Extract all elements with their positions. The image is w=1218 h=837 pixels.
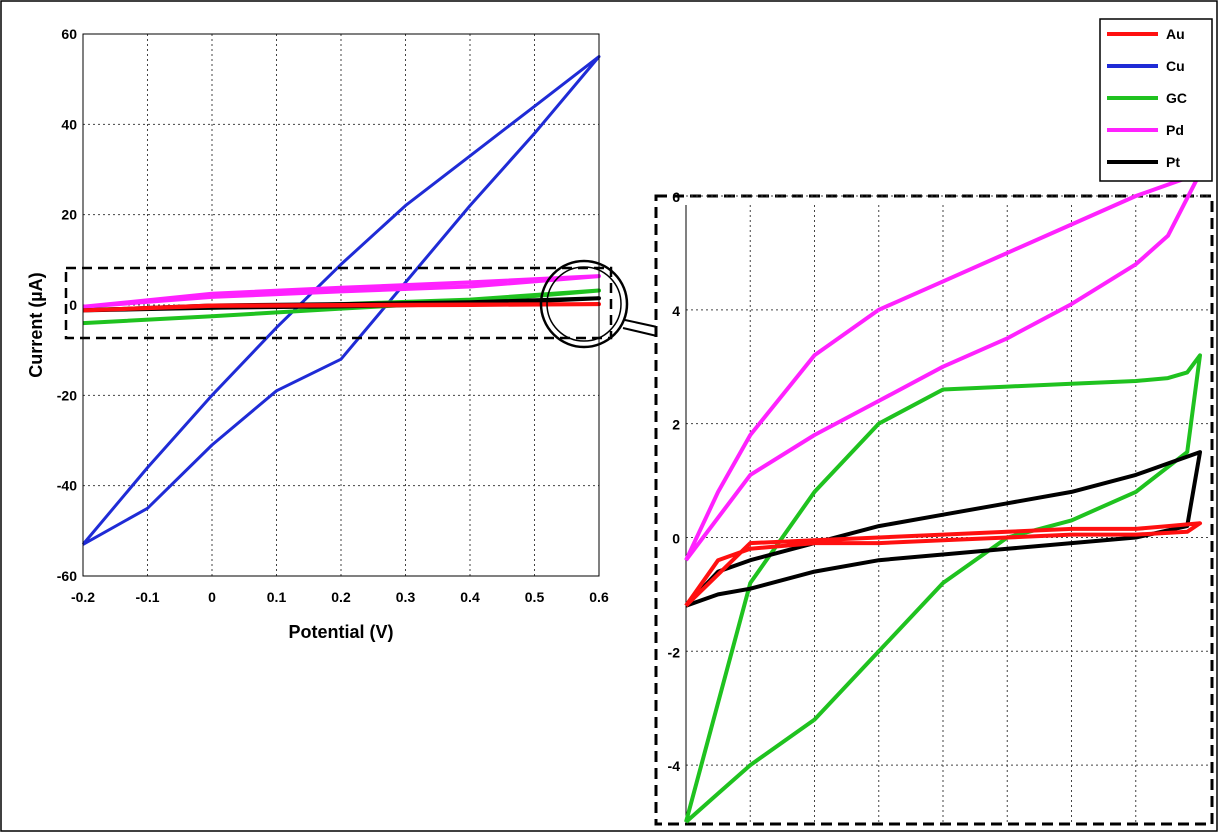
inset-y-tick-label: 4 bbox=[672, 303, 680, 319]
legend-label-au: Au bbox=[1166, 26, 1185, 42]
main-y-tick-label: -20 bbox=[57, 387, 77, 403]
legend-label-gc: GC bbox=[1166, 90, 1187, 106]
main-x-tick-label: 0.2 bbox=[331, 589, 351, 605]
legend-label-cu: Cu bbox=[1166, 58, 1185, 74]
inset-series-au bbox=[684, 521, 1202, 608]
main-gridlines bbox=[83, 34, 599, 576]
zoom-region-box bbox=[64, 266, 613, 340]
main-y-tick-label: 20 bbox=[61, 207, 77, 223]
main-y-tick-label: -60 bbox=[57, 568, 77, 584]
main-x-tick-label: 0.4 bbox=[460, 589, 480, 605]
inset-y-tick-label: 0 bbox=[672, 530, 680, 546]
main-x-tick-label: 0.1 bbox=[267, 589, 287, 605]
x-axis-label: Potential (V) bbox=[288, 622, 393, 642]
inset-y-tick-label: 2 bbox=[672, 417, 680, 433]
main-x-tick-label: -0.1 bbox=[135, 589, 159, 605]
main-x-tick-label: 0.6 bbox=[589, 589, 609, 605]
inset-series-gc bbox=[684, 353, 1202, 824]
main-x-tick-label: 0 bbox=[208, 589, 216, 605]
y-axis-label: Current (µA) bbox=[26, 272, 46, 377]
main-x-tick-label: 0.5 bbox=[525, 589, 545, 605]
inset-y-tick-labels: -4 -2 0 2 4 6 bbox=[668, 189, 681, 774]
main-y-tick-label: -40 bbox=[57, 478, 77, 494]
main-plot-frame bbox=[82, 33, 600, 577]
main-x-tick-label: -0.2 bbox=[71, 589, 95, 605]
main-y-tick-labels: -60 -40 -20 0 20 40 60 bbox=[57, 26, 77, 584]
main-x-tick-labels: -0.2 -0.1 0 0.1 0.2 0.3 0.4 0.5 0.6 bbox=[71, 589, 609, 605]
legend: Au Cu GC Pd Pt bbox=[1099, 18, 1213, 182]
main-y-tick-label: 40 bbox=[61, 116, 77, 132]
main-x-tick-label: 0.3 bbox=[396, 589, 416, 605]
main-y-tick-label: 60 bbox=[61, 26, 77, 42]
main-y-tick-label: 0 bbox=[69, 297, 77, 313]
inset-y-tick-label: -2 bbox=[668, 644, 681, 660]
legend-items: Au Cu GC Pd Pt bbox=[1107, 26, 1187, 170]
inset-y-tick-label: -4 bbox=[668, 758, 681, 774]
legend-label-pd: Pd bbox=[1166, 122, 1184, 138]
inset-panel-frame bbox=[654, 194, 1214, 826]
inset-y-tick-label: 6 bbox=[672, 189, 680, 205]
legend-label-pt: Pt bbox=[1166, 154, 1180, 170]
